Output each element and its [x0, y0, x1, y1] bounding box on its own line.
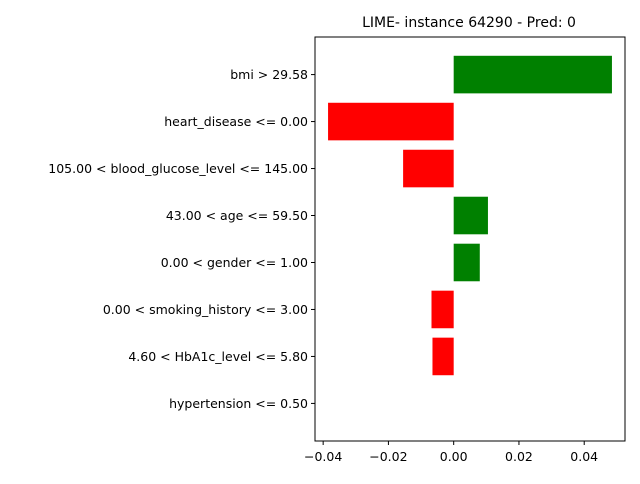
bar-0: [453, 55, 612, 94]
x-tick-label: −0.02: [369, 449, 407, 464]
x-tick-label: 0.04: [570, 449, 598, 464]
y-tick-label: heart_disease <= 0.00: [164, 114, 308, 129]
bar-2: [403, 149, 454, 188]
y-tick-label: 0.00 < gender <= 1.00: [161, 255, 308, 270]
bar-4: [453, 243, 480, 282]
bar-3: [453, 196, 488, 235]
plot-frame: [314, 36, 626, 442]
x-tick-label: 0.00: [440, 449, 468, 464]
y-tick-label: bmi > 29.58: [230, 67, 308, 82]
x-tick-label: 0.02: [505, 449, 533, 464]
y-tick-label: 43.00 < age <= 59.50: [166, 208, 308, 223]
bars-layer: [328, 55, 612, 376]
y-tick-label: 4.60 < HbA1c_level <= 5.80: [128, 349, 308, 364]
y-tick-label: 105.00 < blood_glucose_level <= 145.00: [48, 161, 308, 176]
x-ticks: −0.04 −0.02 0.00 0.02 0.04: [304, 441, 598, 464]
chart-title: LIME- instance 64290 - Pred: 0: [362, 15, 576, 31]
y-tick-label: hypertension <= 0.50: [169, 396, 308, 411]
x-tick-label: −0.04: [304, 449, 342, 464]
bar-5: [431, 290, 454, 329]
bar-6: [432, 337, 454, 376]
y-tick-label: 0.00 < smoking_history <= 3.00: [103, 302, 308, 317]
y-tick-labels: bmi > 29.58 heart_disease <= 0.00 105.00 <…: [48, 67, 315, 411]
bar-1: [328, 102, 454, 141]
